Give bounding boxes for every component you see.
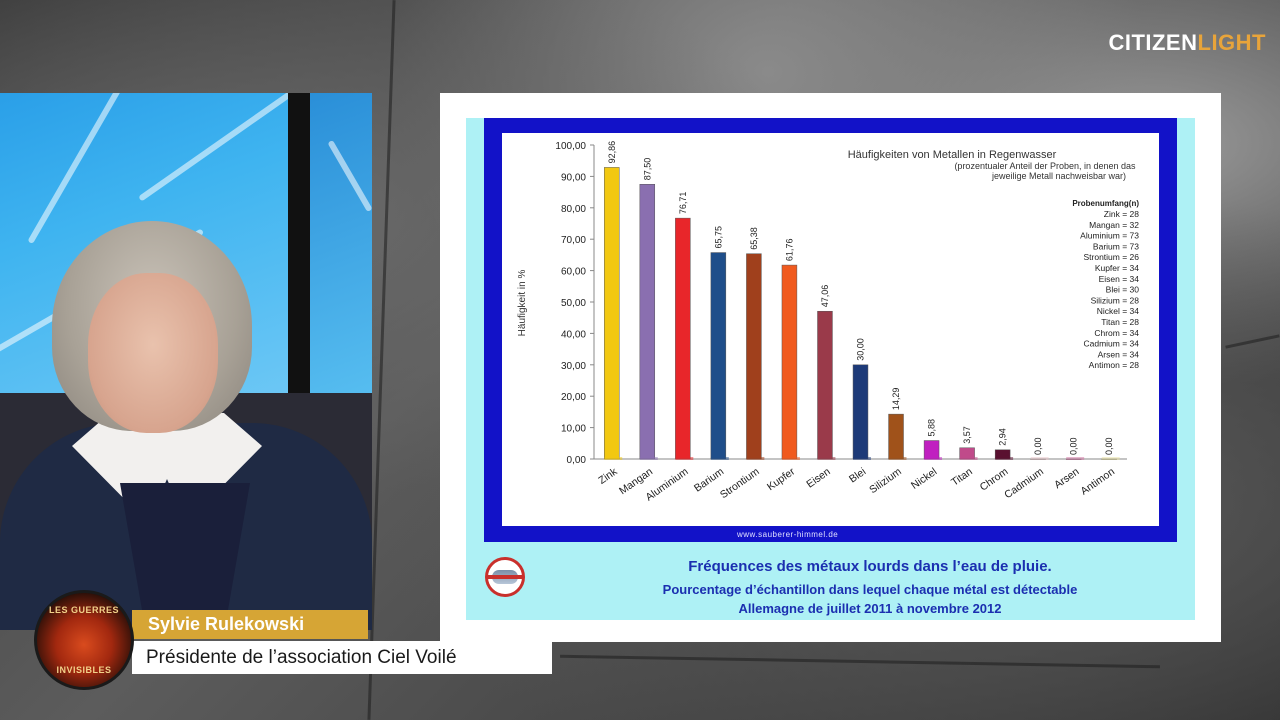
no-chemtrail-icon xyxy=(485,557,525,597)
bar-barium xyxy=(710,252,727,460)
data-label: 61,76 xyxy=(784,239,794,262)
y-axis-label: Häufigkeit in % xyxy=(517,270,528,337)
bar-aluminium xyxy=(675,217,691,460)
x-tick-label: Titan xyxy=(949,466,975,489)
bar-base xyxy=(853,457,871,460)
x-tick-label: Blei xyxy=(847,466,868,486)
data-label: 65,38 xyxy=(749,227,759,250)
bar-base xyxy=(710,457,729,460)
x-tick-label: Cadmium xyxy=(1002,465,1046,501)
bar-base xyxy=(639,457,658,460)
legend-item: Chrom = 34 xyxy=(1094,328,1139,338)
legend-item: Antimon = 28 xyxy=(1089,360,1140,370)
legend-item: Blei = 30 xyxy=(1106,285,1140,295)
bar-strontium xyxy=(746,253,762,460)
data-label: 0,00 xyxy=(1104,437,1114,455)
y-tick-label: 50,00 xyxy=(561,298,586,309)
data-label: 47,06 xyxy=(820,285,830,308)
bar-base xyxy=(888,457,907,460)
data-label: 3,57 xyxy=(962,426,972,444)
y-tick-label: 30,00 xyxy=(561,361,586,372)
bar-base xyxy=(1030,457,1049,460)
bar-chart: Häufigkeiten von Metallen in Regenwasser… xyxy=(517,141,1140,504)
legend-item: Nickel = 34 xyxy=(1097,306,1140,316)
bar-base xyxy=(1066,457,1085,460)
slide-caption-date: Allemagne de juillet 2011 à novembre 201… xyxy=(738,601,1002,616)
y-tick-label: 10,00 xyxy=(561,424,586,435)
bar-nickel xyxy=(923,440,940,460)
bar-base xyxy=(1101,457,1120,460)
bar-kupfer xyxy=(781,264,798,460)
legend-item: Titan = 28 xyxy=(1101,317,1139,327)
chart-title: Häufigkeiten von Metallen in Regenwasser xyxy=(848,149,1057,161)
bar-base xyxy=(675,457,694,460)
legend-item: Barium = 73 xyxy=(1093,241,1139,251)
legend-item: Kupfer = 34 xyxy=(1095,263,1139,273)
bar-zink xyxy=(604,167,620,460)
speaker-video xyxy=(0,93,372,630)
speaker-title-bar: Présidente de l’association Ciel Voilé xyxy=(132,641,552,674)
bar-base xyxy=(817,457,836,460)
data-label: 14,29 xyxy=(891,388,901,411)
legend-item: Strontium = 26 xyxy=(1083,252,1139,262)
x-tick-label: Zink xyxy=(596,465,620,487)
legend-item: Silizium = 28 xyxy=(1091,295,1140,305)
legend-item: Eisen = 34 xyxy=(1099,274,1140,284)
y-tick-label: 40,00 xyxy=(561,329,586,340)
speaker-name: Sylvie Rulekowski xyxy=(148,614,305,634)
data-label: 2,94 xyxy=(998,428,1008,446)
slide-caption-subtitle: Pourcentage d’échantillon dans lequel ch… xyxy=(662,582,1078,597)
bar-base xyxy=(781,457,800,460)
data-label: 0,00 xyxy=(1069,437,1079,455)
x-tick-label: Strontium xyxy=(718,465,762,501)
data-label: 5,88 xyxy=(927,419,937,437)
legend-item: Zink = 28 xyxy=(1104,209,1139,219)
chart-subtitle: (prozentualer Anteil der Proben, in dene… xyxy=(954,161,1136,171)
bar-base xyxy=(995,457,1014,460)
y-tick-label: 80,00 xyxy=(561,204,586,215)
legend-title: Probenumfang(n) xyxy=(1072,199,1139,208)
speaker-name-bar: Sylvie Rulekowski xyxy=(132,610,368,639)
legend-item: Arsen = 34 xyxy=(1098,349,1140,359)
legend-item: Aluminium = 73 xyxy=(1080,231,1139,241)
y-tick-label: 20,00 xyxy=(561,392,586,403)
x-tick-label: Kupfer xyxy=(765,465,798,493)
data-label: 30,00 xyxy=(856,338,866,361)
data-label: 65,75 xyxy=(713,226,723,249)
source-url: www.sauberer-himmel.de xyxy=(737,530,839,539)
bar-eisen xyxy=(817,310,833,460)
legend-item: Cadmium = 34 xyxy=(1083,339,1139,349)
y-tick-label: 90,00 xyxy=(561,172,586,183)
y-tick-label: 0,00 xyxy=(567,455,587,466)
bar-blei xyxy=(852,364,869,460)
bar-base xyxy=(959,457,978,460)
chart-subtitle: jeweilige Metall nachweisbar war) xyxy=(991,171,1126,181)
legend-item: Mangan = 32 xyxy=(1089,220,1139,230)
bar-mangan xyxy=(639,184,656,460)
y-tick-label: 70,00 xyxy=(561,235,586,246)
bar-silizium xyxy=(888,413,904,460)
y-tick-label: 60,00 xyxy=(561,267,586,278)
bar-base xyxy=(604,457,623,460)
x-tick-label: Arsen xyxy=(1052,466,1081,492)
x-tick-label: Silizium xyxy=(867,465,904,496)
bar-base xyxy=(924,457,943,460)
speaker-title: Présidente de l’association Ciel Voilé xyxy=(146,647,457,668)
show-badge-logo: LES GUERRES INVISIBLES xyxy=(34,590,134,690)
x-tick-label: Eisen xyxy=(804,466,833,491)
data-label: 0,00 xyxy=(1033,437,1043,455)
x-tick-label: Nickel xyxy=(909,466,939,492)
x-tick-label: Antimon xyxy=(1079,466,1118,498)
y-tick-label: 100,00 xyxy=(555,141,586,152)
bar-base xyxy=(746,457,765,460)
data-label: 76,71 xyxy=(678,192,688,215)
data-label: 92,86 xyxy=(607,141,617,164)
channel-logo: CITIZENLIGHT xyxy=(1108,30,1266,55)
data-label: 87,50 xyxy=(642,158,652,181)
slide-caption-title: Fréquences des métaux lourds dans l’eau … xyxy=(688,558,1052,575)
